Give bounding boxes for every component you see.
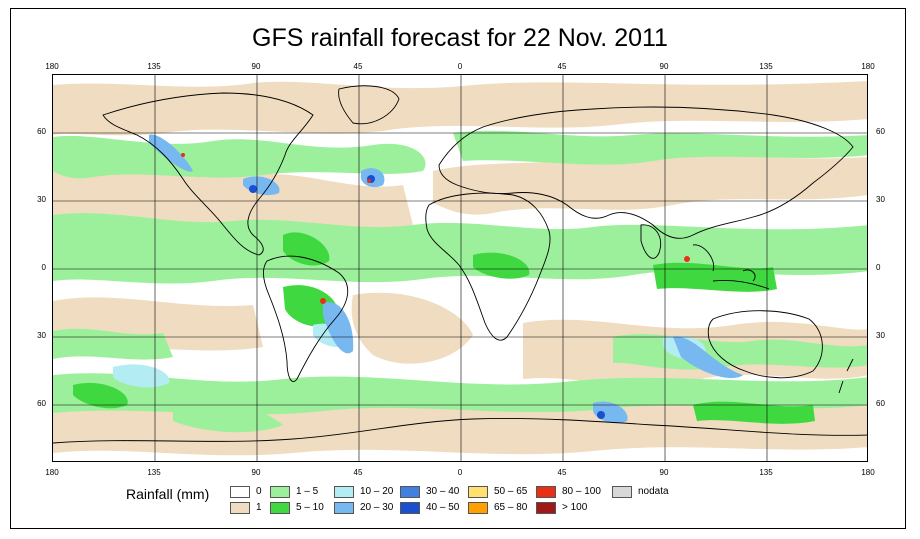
lat-label: 30	[37, 331, 46, 340]
legend-label-3: 5 – 10	[296, 502, 324, 513]
lon-label: 90	[659, 62, 669, 71]
legend-swatch-0	[230, 486, 250, 498]
lon-label: 180	[45, 468, 59, 477]
legend-label-2: 1 – 5	[296, 486, 319, 497]
legend-swatch-3	[270, 502, 290, 514]
lat-label: 0	[41, 263, 46, 272]
lat-label: 30	[876, 195, 885, 204]
legend-title: Rainfall (mm)	[126, 486, 210, 502]
lon-label: 90	[659, 468, 669, 477]
lon-label: 0	[457, 468, 463, 477]
legend-swatch-9	[468, 502, 488, 514]
legend-swatch-7	[400, 502, 420, 514]
lon-label: 90	[251, 468, 261, 477]
legend-swatch-6	[400, 486, 420, 498]
rainfall-map	[53, 75, 867, 461]
legend-label-5: 20 – 30	[360, 502, 394, 513]
legend-swatch-4	[334, 486, 354, 498]
rain-heavy-layer	[181, 153, 690, 419]
lon-label: 135	[759, 62, 773, 71]
lon-label: 45	[557, 468, 567, 477]
legend-label-12: nodata	[638, 486, 669, 497]
legend-label-0: 0	[256, 486, 262, 497]
lon-label: 135	[147, 62, 161, 71]
lon-label: 0	[457, 62, 463, 71]
legend-label-1: 1	[256, 502, 262, 513]
legend-label-7: 40 – 50	[426, 502, 460, 513]
legend-label-8: 50 – 65	[494, 486, 528, 497]
lat-label: 30	[876, 331, 885, 340]
legend-label-10: 80 – 100	[562, 486, 601, 497]
lon-label: 135	[147, 468, 161, 477]
legend-swatch-11	[536, 502, 556, 514]
lat-label: 60	[876, 127, 885, 136]
lon-label: 180	[45, 62, 59, 71]
legend-label-11: > 100	[562, 502, 588, 513]
lon-label: 45	[353, 468, 363, 477]
legend-label-4: 10 – 20	[360, 486, 394, 497]
lat-label: 60	[37, 127, 46, 136]
lat-label: 60	[876, 399, 885, 408]
lon-label: 180	[861, 62, 875, 71]
legend-swatch-5	[334, 502, 354, 514]
lat-label: 30	[37, 195, 46, 204]
legend-swatch-8	[468, 486, 488, 498]
lat-label: 60	[37, 399, 46, 408]
legend-swatch-12	[612, 486, 632, 498]
lon-label: 90	[251, 62, 261, 71]
grid-lines	[53, 75, 867, 461]
lat-label: 0	[876, 263, 881, 272]
rain-1-5mm-layer	[53, 130, 867, 433]
legend-swatch-2	[270, 486, 290, 498]
lon-label: 135	[759, 468, 773, 477]
legend-swatch-10	[536, 486, 556, 498]
legend-label-9: 65 – 80	[494, 502, 528, 513]
lon-label: 180	[861, 468, 875, 477]
legend-swatch-1	[230, 502, 250, 514]
map-area[interactable]	[52, 74, 868, 462]
chart-title: GFS rainfall forecast for 22 Nov. 2011	[252, 24, 668, 52]
lon-label: 45	[353, 62, 363, 71]
figure-frame	[10, 8, 906, 529]
lon-label: 45	[557, 62, 567, 71]
legend-label-6: 30 – 40	[426, 486, 460, 497]
